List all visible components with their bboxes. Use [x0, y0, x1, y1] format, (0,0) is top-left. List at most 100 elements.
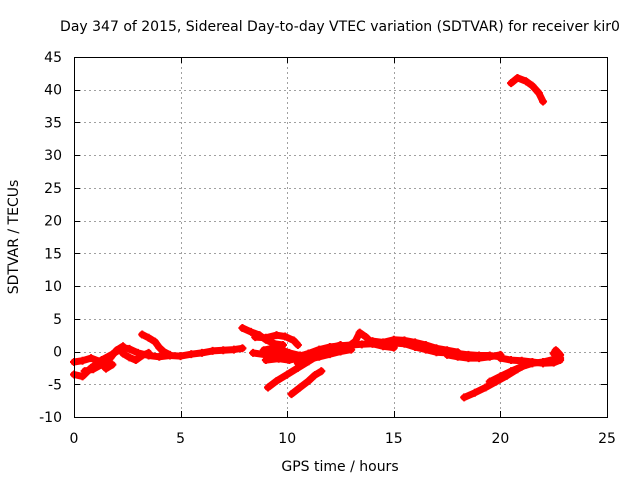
data-point	[336, 347, 345, 356]
data-point	[259, 346, 268, 355]
data-point	[219, 346, 228, 355]
data-point	[362, 333, 371, 342]
data-point	[229, 345, 238, 354]
data-point	[496, 372, 505, 381]
data-point	[432, 344, 441, 353]
data-point	[513, 73, 522, 82]
data-point	[89, 365, 98, 374]
x-tick-label: 5	[176, 431, 185, 447]
data-point	[528, 81, 537, 90]
x-axis-title: GPS time / hours	[281, 459, 398, 475]
data-point	[197, 348, 206, 357]
data-point	[238, 323, 247, 332]
data-point	[159, 347, 168, 356]
data-point	[187, 350, 196, 359]
data-point	[138, 351, 147, 360]
y-tick-label: 25	[44, 181, 62, 197]
x-tick-label: 15	[385, 431, 403, 447]
data-point	[389, 343, 398, 352]
data-point	[97, 360, 106, 369]
data-point	[389, 335, 398, 344]
data-point	[289, 336, 298, 345]
data-point	[304, 377, 313, 385]
data-point	[355, 328, 364, 337]
data-point	[112, 346, 121, 355]
x-tick-label: 20	[491, 431, 509, 447]
data-point	[261, 356, 270, 365]
data-point	[539, 97, 548, 106]
data-point	[485, 352, 494, 361]
data-point	[249, 348, 258, 357]
data-point	[351, 337, 360, 346]
data-point	[549, 349, 558, 358]
y-tick-label: 15	[44, 246, 62, 262]
x-tick-label: 10	[278, 431, 296, 447]
y-tick-label: 45	[44, 50, 62, 66]
data-point	[125, 344, 134, 353]
data-point	[285, 356, 294, 365]
data-point	[485, 377, 494, 386]
data-point	[155, 352, 164, 361]
data-point	[125, 353, 134, 362]
x-tick-label: 0	[70, 431, 79, 447]
data-point	[421, 341, 430, 349]
data-point	[87, 354, 96, 363]
data-point	[165, 350, 174, 359]
data-point	[549, 358, 558, 367]
data-point	[272, 331, 281, 340]
data-point	[144, 333, 153, 342]
data-point	[276, 345, 285, 354]
data-point	[281, 332, 290, 341]
data-series	[70, 73, 565, 402]
data-point	[283, 370, 292, 379]
data-point	[251, 333, 260, 342]
series-track-19	[496, 346, 564, 367]
data-point	[176, 352, 185, 361]
data-point	[246, 327, 255, 336]
data-point	[464, 354, 473, 363]
data-point	[400, 336, 409, 345]
data-point	[264, 383, 273, 392]
data-point	[119, 342, 128, 351]
data-point	[119, 349, 128, 358]
data-point	[325, 350, 334, 359]
data-point	[101, 364, 110, 373]
y-tick-label: 0	[53, 345, 62, 361]
data-point	[507, 79, 516, 88]
data-point	[80, 367, 89, 376]
data-point	[496, 354, 505, 363]
data-point	[507, 356, 516, 365]
y-tick-label: 35	[44, 115, 62, 131]
data-point	[151, 337, 160, 346]
data-point	[315, 352, 324, 361]
data-point	[342, 343, 351, 352]
data-point	[304, 355, 313, 364]
data-point	[131, 356, 140, 365]
data-point	[285, 348, 294, 357]
data-point	[144, 348, 153, 357]
data-point	[317, 367, 326, 376]
data-point	[138, 330, 147, 339]
data-point	[481, 383, 490, 392]
y-tick-label: 20	[44, 214, 62, 230]
data-point	[208, 346, 217, 355]
y-tick-label: -5	[48, 377, 62, 393]
y-tick-label: -10	[39, 410, 62, 426]
data-point	[368, 337, 377, 346]
data-point	[453, 352, 462, 361]
data-point	[108, 360, 117, 369]
plot-frame	[74, 57, 608, 418]
data-point	[443, 350, 452, 359]
data-point	[310, 371, 319, 380]
data-point	[287, 390, 296, 399]
y-tick-label: 5	[53, 312, 62, 328]
data-point	[238, 344, 247, 353]
data-point	[411, 338, 420, 347]
data-point	[534, 89, 543, 97]
data-point	[78, 356, 87, 365]
data-point	[155, 343, 164, 352]
data-point	[539, 359, 548, 368]
axis-ticks: 0 5 10 15 20 25 -10 -5 0 5 10 15 20 25 30 35 40 45	[39, 50, 616, 447]
y-tick-label: 10	[44, 279, 62, 295]
